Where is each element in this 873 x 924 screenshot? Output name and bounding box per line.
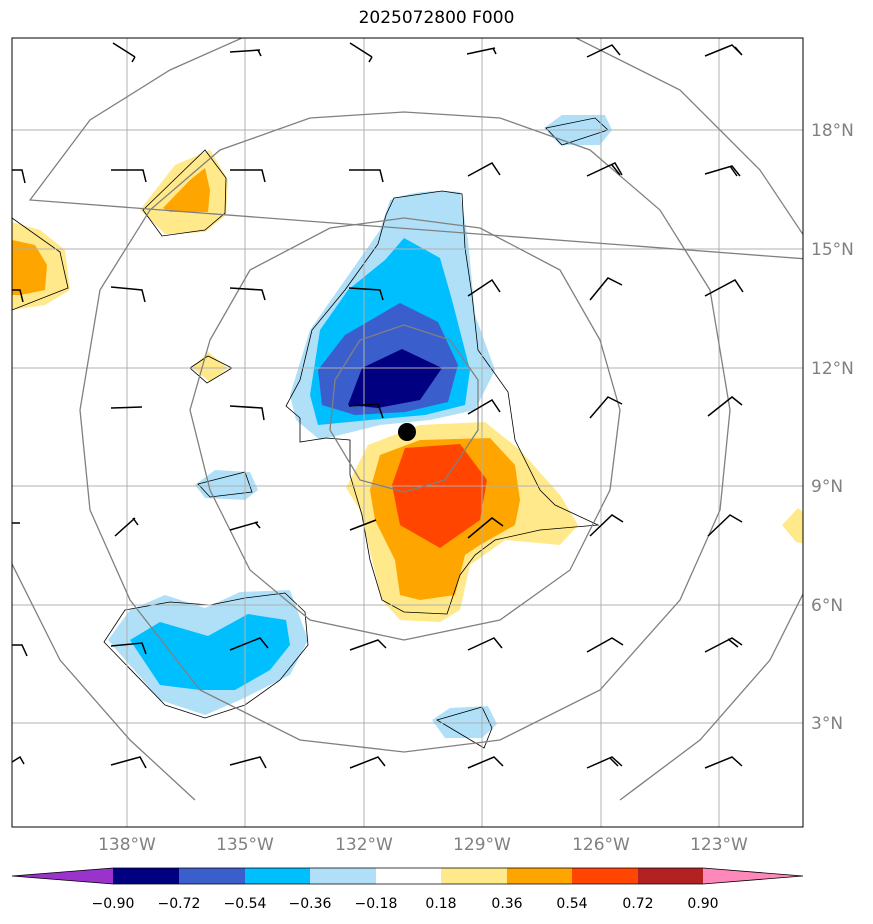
colorbar-tick: −0.72 <box>158 896 201 912</box>
map-frame <box>11 37 804 828</box>
lon-label: 132°W <box>335 835 393 855</box>
lat-label: 15°N <box>811 240 854 260</box>
pos-region-northwest-2 <box>163 168 210 212</box>
storm-center-marker <box>398 423 416 441</box>
zero-contour-lines <box>12 117 609 749</box>
colorbar-tick: −0.18 <box>355 896 398 912</box>
lat-label: 9°N <box>811 477 843 497</box>
lon-label: 129°W <box>453 835 511 855</box>
colorbar-tick: −0.54 <box>224 896 267 912</box>
colorbar-bin <box>310 868 376 884</box>
lon-label: 135°W <box>216 835 274 855</box>
colorbar-bin <box>638 868 703 884</box>
colorbar-bin <box>376 868 441 884</box>
colorbar-tick-labels: −0.90 −0.72 −0.54 −0.36 −0.18 0.18 0.36 … <box>92 896 719 912</box>
colorbar-min-arrow <box>12 868 113 884</box>
neg-region-west-small <box>195 470 258 500</box>
colorbar-bin <box>507 868 572 884</box>
pos-region-central-3 <box>392 444 487 548</box>
pos-region-west-edge-2 <box>12 240 47 295</box>
pos-region-east-edge <box>782 508 803 544</box>
colorbar <box>11 867 804 885</box>
neg-region-southwest-2 <box>130 614 290 690</box>
colorbar-tick: 0.72 <box>622 896 653 912</box>
colorbar-bin <box>245 868 310 884</box>
range-rings <box>12 38 803 801</box>
colorbar-tick: 0.54 <box>556 896 587 912</box>
lat-label: 18°N <box>811 121 854 141</box>
map-area <box>12 38 803 827</box>
lat-label: 3°N <box>811 714 843 734</box>
colorbar-max-arrow <box>703 868 803 884</box>
lat-label: 12°N <box>811 359 854 379</box>
colorbar-tick: 0.90 <box>687 896 718 912</box>
lon-label: 126°W <box>572 835 630 855</box>
colorbar-tick: 0.36 <box>491 896 522 912</box>
neg-region-central-4 <box>348 349 442 408</box>
map-title: 2025072800 F000 <box>358 8 515 28</box>
colorbar-bin <box>572 868 638 884</box>
colorbar-tick: −0.90 <box>92 896 135 912</box>
colorbar-bin <box>441 868 507 884</box>
neg-region-south-small <box>432 706 497 738</box>
colorbar-bin <box>179 868 245 884</box>
lon-label: 123°W <box>690 835 748 855</box>
colorbar-tick: 0.18 <box>425 896 456 912</box>
lon-axis-labels: 138°W 135°W 132°W 129°W 126°W 123°W <box>98 835 748 855</box>
lat-label: 6°N <box>811 596 843 616</box>
lon-label: 138°W <box>98 835 156 855</box>
wind-barbs <box>12 42 744 769</box>
pos-region-west-tiny <box>192 352 228 382</box>
colorbar-tick: −0.36 <box>289 896 332 912</box>
colorbar-bin <box>113 868 179 884</box>
lat-axis-labels: 18°N 15°N 12°N 9°N 6°N 3°N <box>811 121 854 734</box>
